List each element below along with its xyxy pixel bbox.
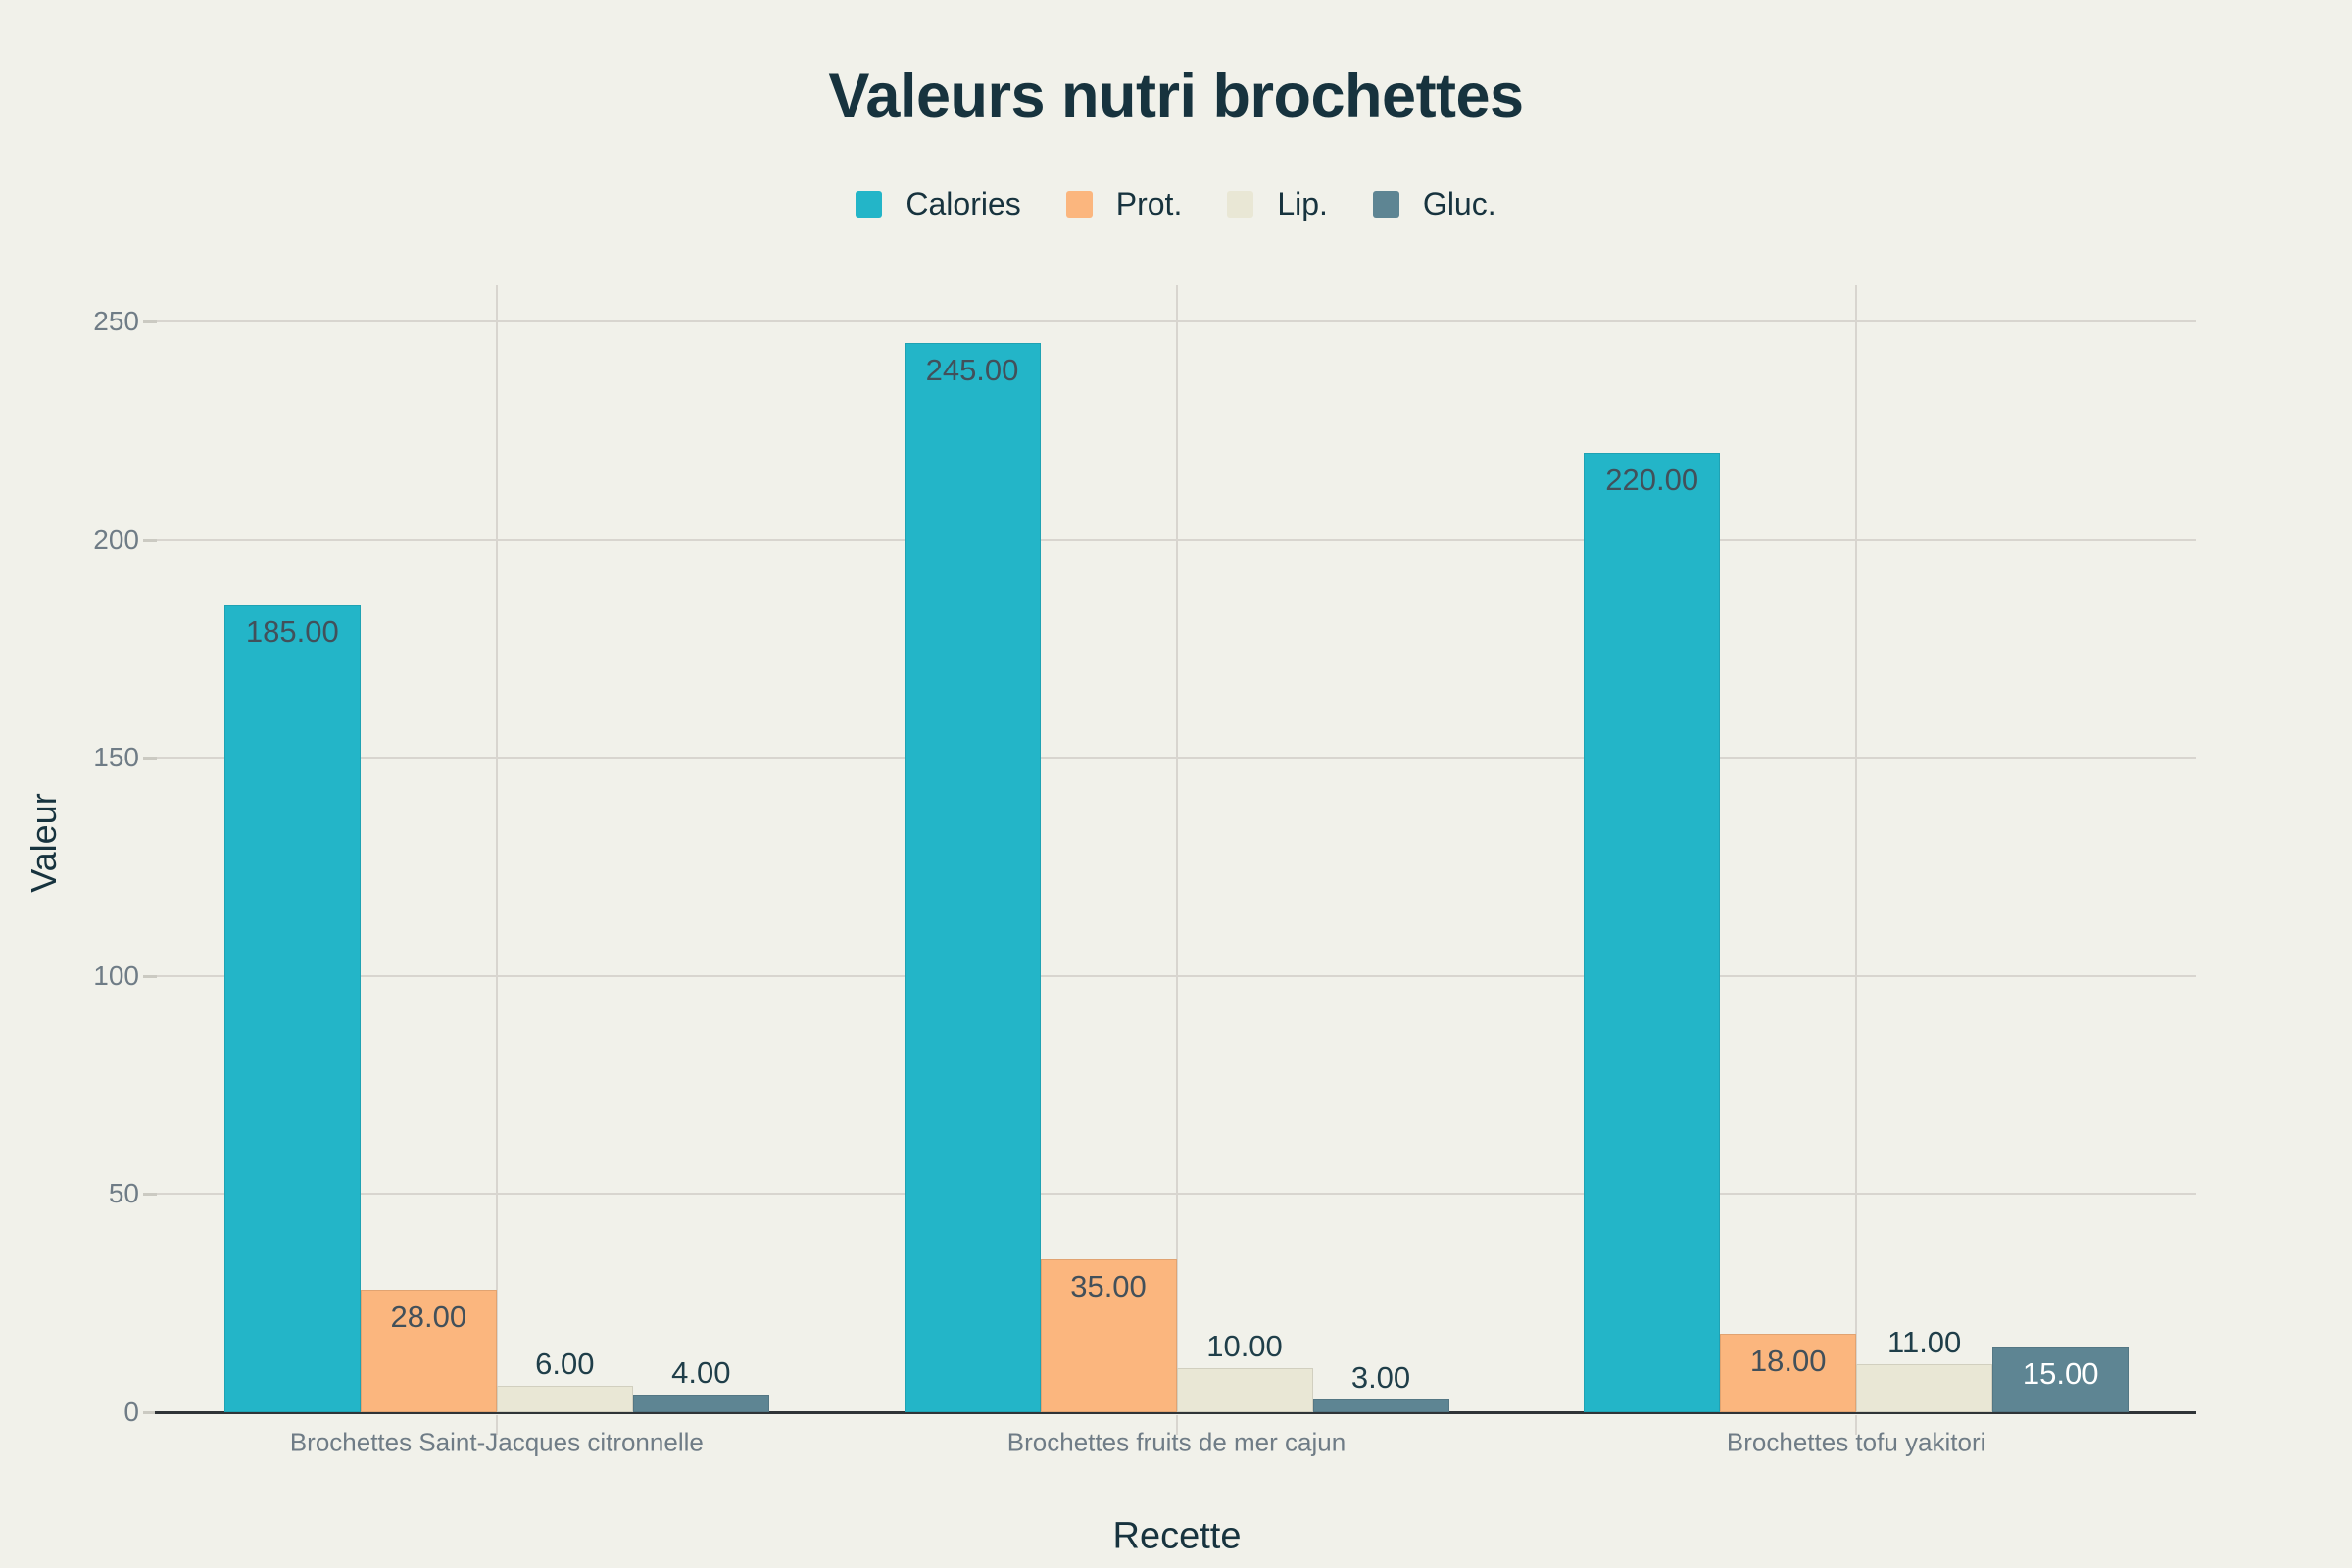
x-tick-label: Brochettes tofu yakitori — [1726, 1427, 1986, 1457]
legend-swatch-icon — [856, 191, 883, 218]
legend-label: Lip. — [1277, 186, 1328, 221]
chart-bar[interactable] — [632, 1395, 769, 1412]
chart-bar[interactable] — [1856, 1364, 1993, 1412]
y-axis-title: Valeur — [24, 793, 64, 893]
x-axis-line — [155, 1411, 2196, 1414]
y-tick-label: 50 — [108, 1178, 139, 1209]
chart-bar[interactable] — [360, 1290, 497, 1412]
bar-value-label: 220.00 — [1605, 462, 1699, 497]
legend-item-prot[interactable]: Prot. — [1065, 186, 1183, 222]
chart-title: Valeurs nutri brochettes — [828, 62, 1524, 130]
x-tick-mark — [495, 1415, 498, 1435]
y-tick-mark — [143, 1411, 157, 1414]
bar-value-label: 28.00 — [390, 1299, 467, 1335]
y-tick-label: 250 — [93, 306, 139, 336]
gridline-vertical — [1175, 285, 1178, 1412]
legend-label: Prot. — [1115, 186, 1183, 221]
legend-label: Calories — [906, 186, 1021, 221]
x-tick-mark — [1175, 1415, 1178, 1435]
y-tick-label: 0 — [123, 1396, 139, 1427]
x-tick-label: Brochettes fruits de mer cajun — [1006, 1427, 1347, 1457]
x-axis-title: Recette — [1112, 1515, 1242, 1557]
y-tick-label: 150 — [93, 742, 139, 773]
x-tick-label: Brochettes Saint-Jacques citronnelle — [289, 1427, 704, 1457]
gridline-vertical — [495, 285, 498, 1412]
bar-value-label: 10.00 — [1206, 1329, 1283, 1364]
chart-bar[interactable] — [1040, 1259, 1177, 1412]
y-tick-mark — [143, 1193, 157, 1197]
gridline-vertical — [1855, 285, 1858, 1412]
legend-label: Gluc. — [1422, 186, 1496, 221]
y-tick-mark — [143, 538, 157, 542]
bar-value-label: 18.00 — [1749, 1343, 1827, 1378]
bar-value-label: 35.00 — [1070, 1269, 1147, 1304]
bar-value-label: 11.00 — [1887, 1325, 1962, 1360]
legend-item-gluc[interactable]: Gluc. — [1372, 186, 1496, 222]
chart-bar[interactable] — [496, 1386, 633, 1412]
bar-value-label: 3.00 — [1350, 1359, 1411, 1395]
bar-value-label: 4.00 — [671, 1355, 731, 1391]
legend-item-calories[interactable]: Calories — [856, 186, 1021, 222]
y-tick-mark — [143, 757, 157, 760]
legend-item-lip[interactable]: Lip. — [1227, 186, 1328, 222]
legend: Calories Prot. Lip. Gluc. — [0, 186, 2352, 222]
chart-bar[interactable] — [1176, 1368, 1313, 1412]
legend-swatch-icon — [1065, 191, 1093, 218]
x-tick-mark — [1855, 1415, 1858, 1435]
legend-swatch-icon — [1372, 191, 1399, 218]
y-tick-mark — [143, 974, 157, 978]
bar-value-label: 185.00 — [245, 614, 339, 650]
y-tick-label: 100 — [93, 959, 139, 991]
legend-swatch-icon — [1227, 191, 1254, 218]
chart-bar[interactable] — [1312, 1398, 1449, 1412]
chart-bar[interactable] — [1584, 452, 1721, 1412]
bar-value-label: 15.00 — [2022, 1356, 2099, 1392]
bar-value-label: 245.00 — [925, 353, 1019, 388]
chart-bar[interactable] — [223, 605, 361, 1412]
chart-bar[interactable] — [904, 343, 1041, 1412]
chart-bar[interactable] — [1720, 1333, 1857, 1412]
bar-value-label: 6.00 — [535, 1347, 595, 1382]
chart-bar[interactable] — [1992, 1347, 2130, 1412]
y-tick-mark — [143, 320, 157, 323]
y-tick-label: 200 — [93, 523, 139, 555]
